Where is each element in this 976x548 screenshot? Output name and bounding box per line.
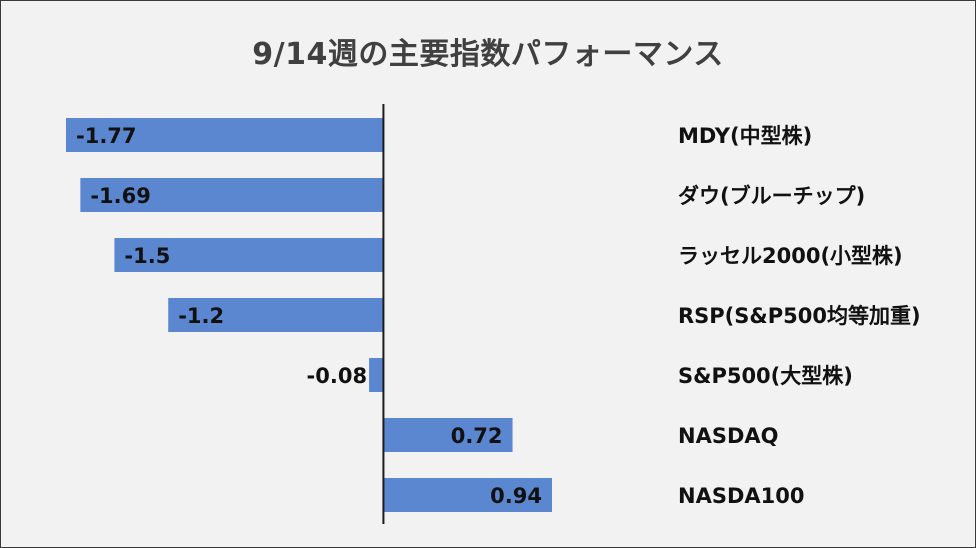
category-label-3: RSP(S&P500均等加重) xyxy=(678,304,921,328)
category-label-2: ラッセル2000(小型株) xyxy=(678,244,903,268)
bar-3 xyxy=(168,298,384,332)
category-label-5: NASDAQ xyxy=(678,424,779,448)
data-label-5: 0.72 xyxy=(451,424,503,448)
bar-2 xyxy=(114,238,384,272)
bar-1 xyxy=(80,178,384,212)
category-label-4: S&P500(大型株) xyxy=(678,364,853,388)
data-label-3: -1.2 xyxy=(178,304,224,328)
category-label-0: MDY(中型株) xyxy=(678,124,812,148)
chart-title: 9/14週の主要指数パフォーマンス xyxy=(252,37,724,72)
data-label-0: -1.77 xyxy=(76,124,137,148)
data-label-1: -1.69 xyxy=(90,184,151,208)
data-label-4: -0.08 xyxy=(307,364,368,388)
bar-6 xyxy=(383,478,552,512)
category-label-6: NASDA100 xyxy=(678,484,804,508)
bar-0 xyxy=(66,118,384,152)
category-label-1: ダウ(ブルーチップ) xyxy=(678,184,865,208)
data-label-6: 0.94 xyxy=(490,484,542,508)
data-label-2: -1.5 xyxy=(124,244,170,268)
bar-5 xyxy=(383,418,513,452)
bar-4 xyxy=(369,358,384,392)
